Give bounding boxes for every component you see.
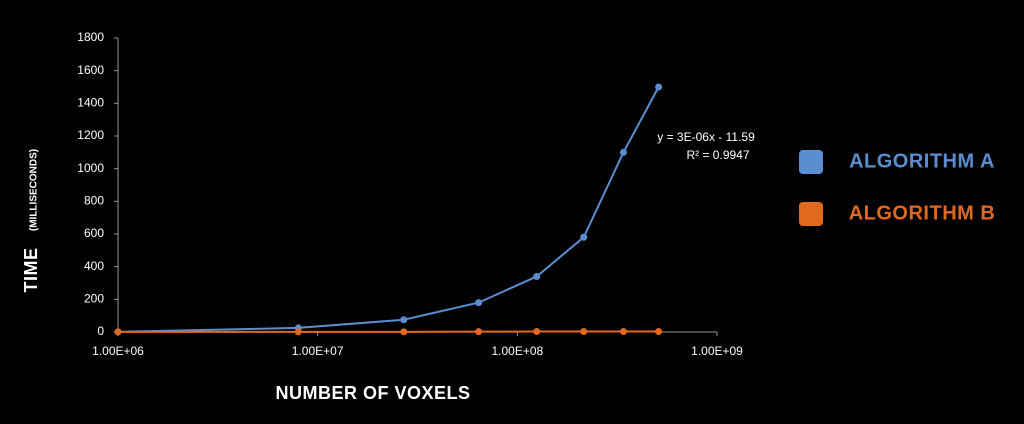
y-tick-label: 1800 (77, 30, 104, 44)
data-point (619, 328, 627, 336)
trendline-equation: y = 3E-06x - 11.59 (657, 130, 755, 144)
legend-swatch (799, 150, 823, 174)
x-axis-title: NUMBER OF VOXELS (275, 383, 470, 403)
data-point (475, 299, 483, 307)
data-point (533, 328, 541, 336)
data-point (655, 328, 663, 336)
trendline-r2: R² = 0.9947 (686, 148, 749, 162)
data-point (114, 328, 122, 336)
y-tick-label: 1400 (77, 96, 104, 110)
x-tick-label: 1.00E+07 (292, 344, 344, 358)
data-point (400, 328, 408, 336)
y-tick-label: 400 (84, 259, 104, 273)
legend-swatch (799, 202, 823, 226)
data-point (655, 83, 663, 91)
x-tick-label: 1.00E+08 (491, 344, 543, 358)
x-tick-label: 1.00E+06 (92, 344, 144, 358)
x-tick-label: 1.00E+09 (691, 344, 743, 358)
data-point (580, 233, 588, 241)
y-axis-unit: (MILLISECONDS) (29, 149, 40, 231)
data-point (475, 328, 483, 336)
data-point (294, 328, 302, 336)
y-axis-title: TIME (21, 248, 41, 293)
legend-label: ALGORITHM B (849, 202, 996, 224)
data-point (400, 316, 408, 324)
data-point (580, 328, 588, 336)
y-tick-label: 600 (84, 226, 104, 240)
y-tick-label: 200 (84, 292, 104, 306)
y-tick-label: 1000 (77, 161, 104, 175)
y-tick-label: 800 (84, 194, 104, 208)
series-line (117, 86, 660, 333)
y-tick-label: 1600 (77, 63, 104, 77)
y-tick-label: 0 (97, 324, 104, 338)
data-point (619, 148, 627, 156)
legend-label: ALGORITHM A (849, 150, 995, 172)
data-point (533, 272, 541, 280)
y-tick-label: 1200 (77, 128, 104, 142)
